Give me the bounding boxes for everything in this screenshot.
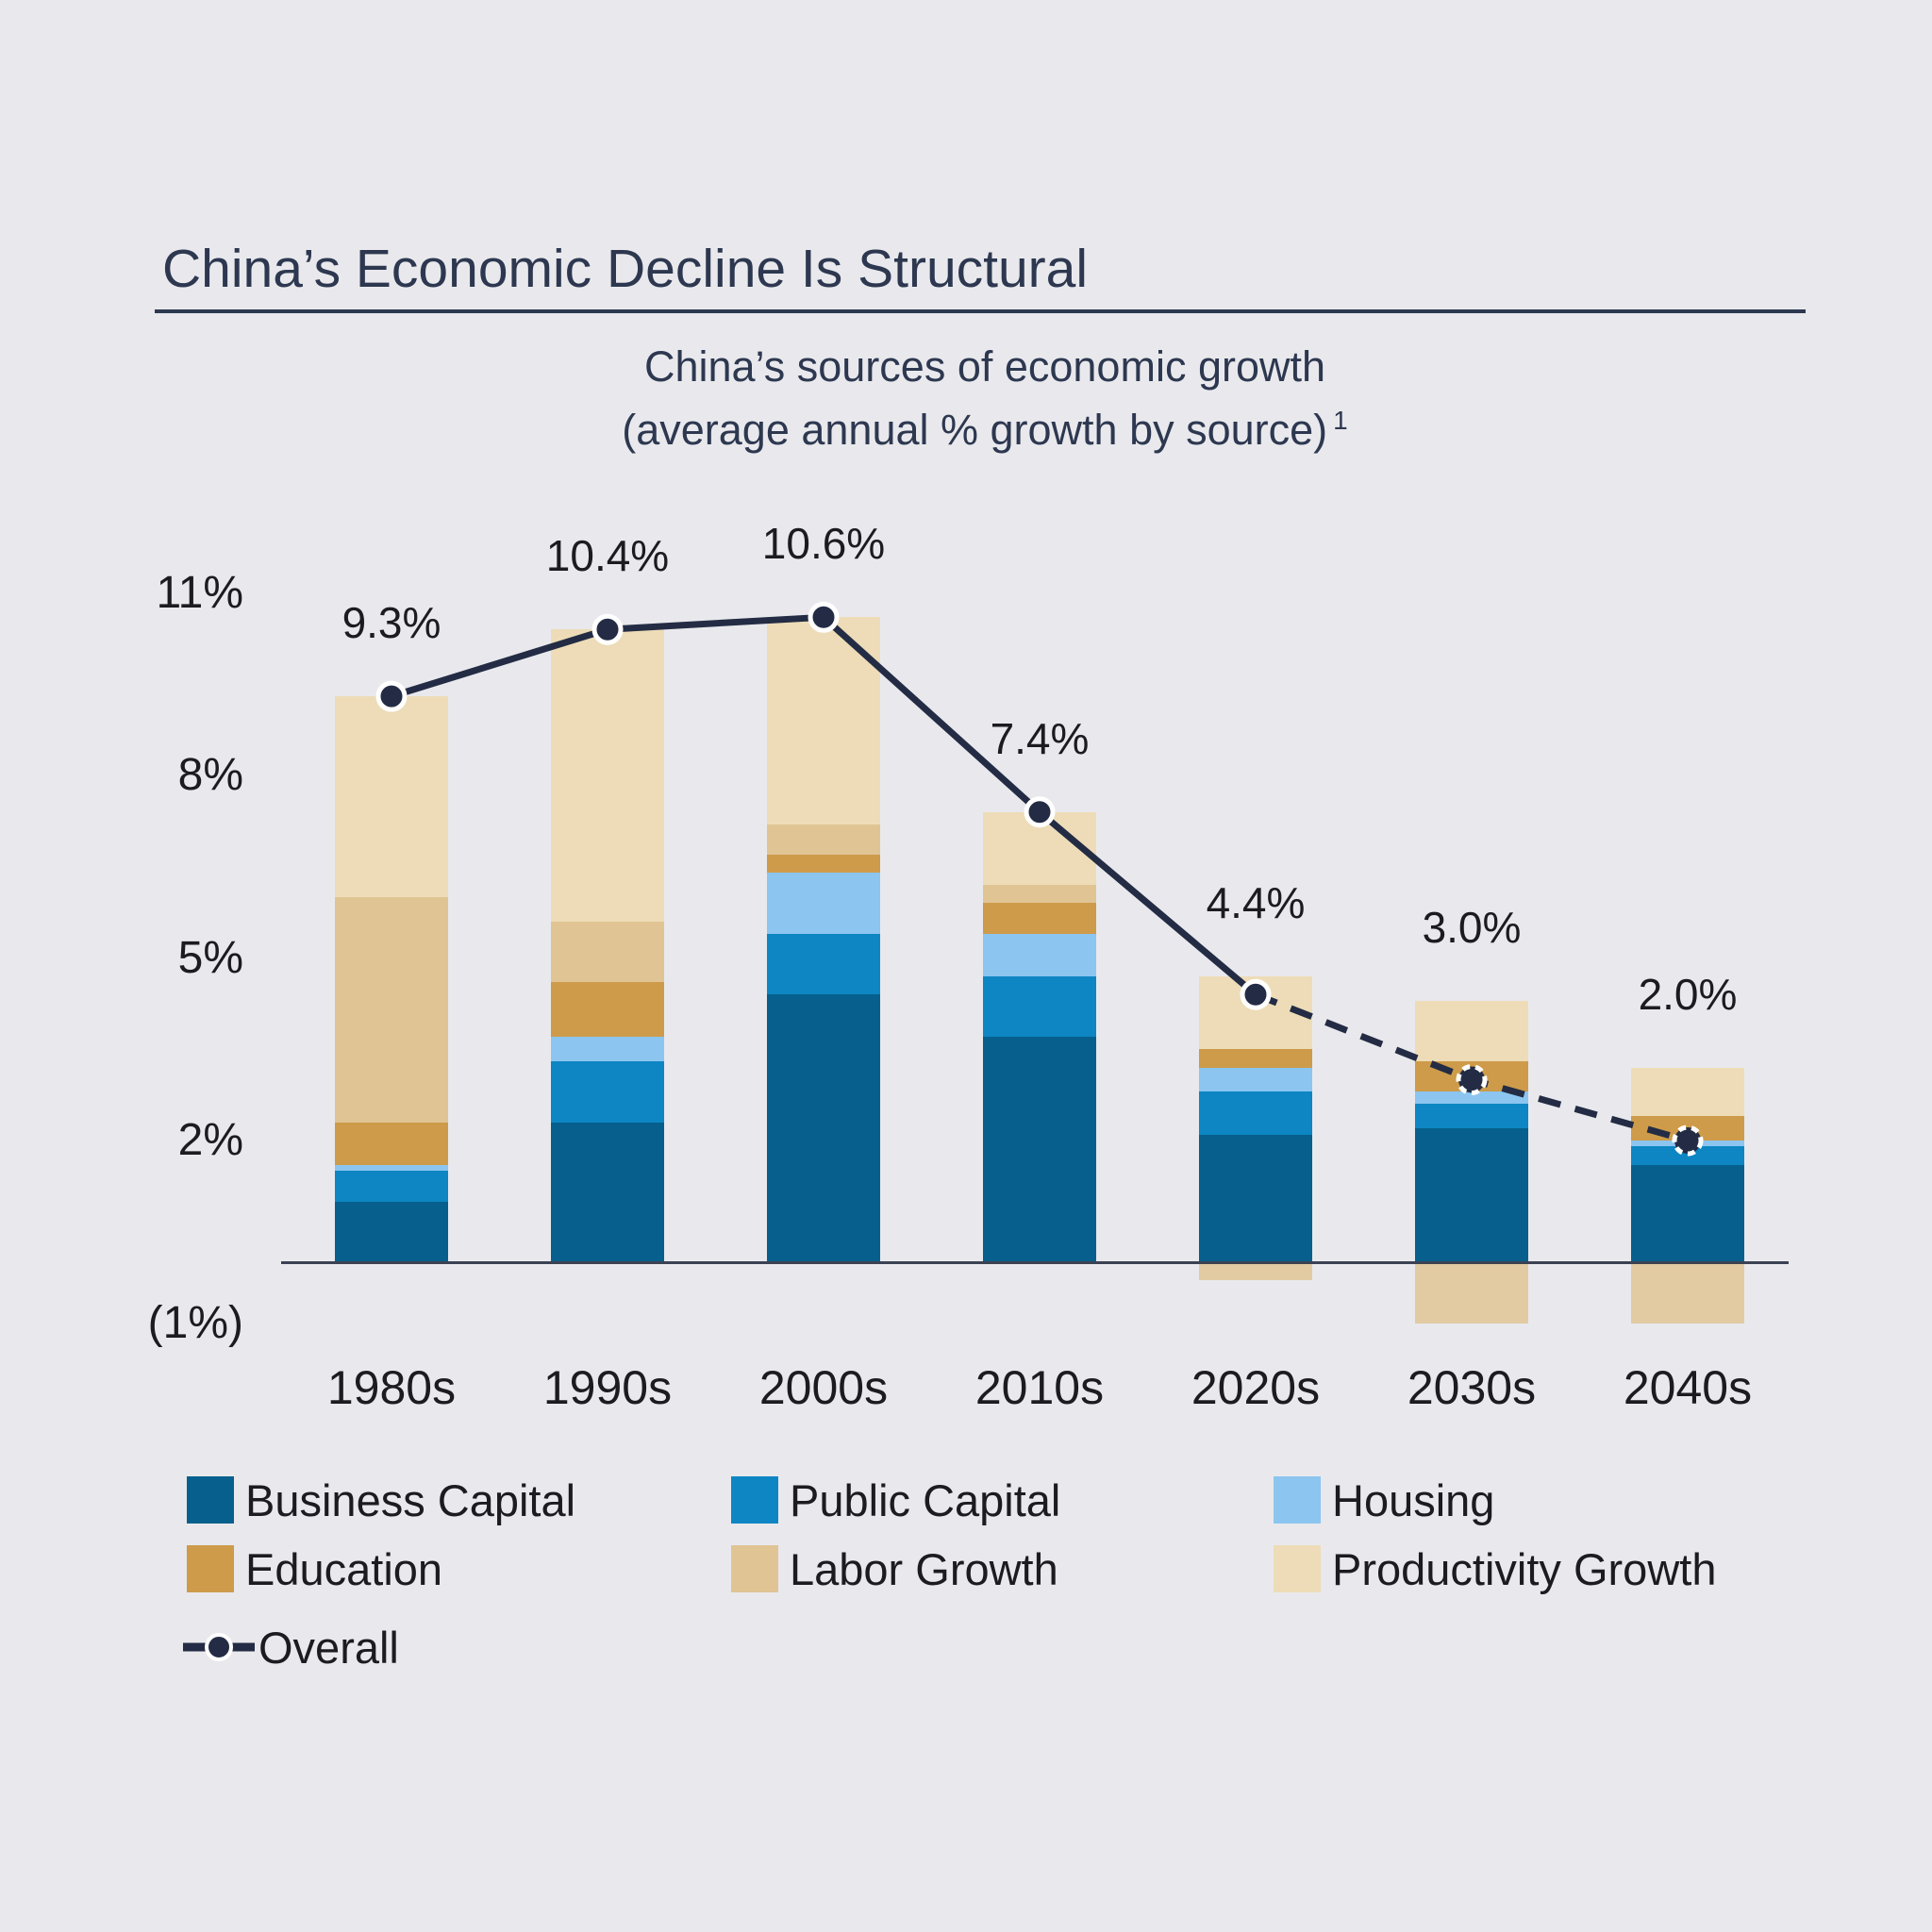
bar-segment-2030s-housing <box>1415 1091 1528 1105</box>
chart-subtitle: China’s sources of economic growth (aver… <box>419 340 1551 457</box>
page-title: China’s Economic Decline Is Structural <box>162 239 1089 299</box>
bar-segment-2000s-labor <box>767 824 880 855</box>
bar-segment-2030s-public <box>1415 1104 1528 1129</box>
x-axis-label-1990s: 1990s <box>542 1361 673 1414</box>
bar-segment-2010s-public <box>983 975 1096 1038</box>
chart-subtitle-line2: (average annual % growth by source) <box>622 406 1328 454</box>
bar-segment-2010s-housing <box>983 933 1096 976</box>
legend-swatch-public <box>731 1476 778 1524</box>
overall-value-label-2010s: 7.4% <box>990 713 1090 763</box>
legend-label-overall: Overall <box>258 1623 399 1673</box>
title-underline <box>155 309 1806 313</box>
y-axis-tick-label: 2% <box>177 1115 243 1165</box>
bar-segment-2000s-productivity <box>767 617 880 824</box>
baseline-axis <box>281 1261 1789 1264</box>
legend-label-labor-growth: Labor Growth <box>790 1544 1058 1594</box>
legend-line-sample <box>183 1633 255 1661</box>
legend-label-productivity-growth: Productivity Growth <box>1332 1544 1717 1594</box>
bar-segment-2040s-labor <box>1631 1262 1744 1324</box>
bar-segment-2020s-housing <box>1199 1067 1312 1092</box>
bar-segment-2020s-business <box>1199 1134 1312 1262</box>
bar-segment-2030s-business <box>1415 1128 1528 1262</box>
legend-label-business-capital: Business Capital <box>245 1475 576 1525</box>
x-axis-label-2040s: 2040s <box>1623 1361 1753 1414</box>
bar-segment-2020s-labor <box>1199 1262 1312 1281</box>
bar-segment-1980s-productivity <box>335 696 448 897</box>
bar-segment-1980s-housing <box>335 1164 448 1172</box>
x-axis-label-2010s: 2010s <box>974 1361 1105 1414</box>
chart-subtitle-line1: China’s sources of economic growth <box>643 342 1326 391</box>
bar-segment-2010s-labor <box>983 885 1096 904</box>
bar-segment-1980s-public <box>335 1171 448 1202</box>
x-axis-label-2020s: 2020s <box>1191 1361 1321 1414</box>
bar-segment-2010s-business <box>983 1037 1096 1262</box>
legend-label-public-capital: Public Capital <box>790 1475 1061 1525</box>
subtitle-footnote-ref: 1 <box>1333 406 1348 435</box>
overall-value-label-2040s: 2.0% <box>1638 969 1738 1019</box>
legend-label-education: Education <box>245 1544 443 1594</box>
bar-segment-2040s-education <box>1631 1116 1744 1141</box>
bar-segment-1990s-housing <box>551 1037 664 1062</box>
legend-marker-icon <box>205 1633 233 1661</box>
bar-segment-2000s-education <box>767 854 880 874</box>
legend-swatch-business <box>187 1476 234 1524</box>
bar-segment-2020s-productivity <box>1199 975 1312 1050</box>
bar-segment-1990s-business <box>551 1122 664 1262</box>
bar-segment-2040s-productivity <box>1631 1067 1744 1117</box>
bar-segment-1990s-labor <box>551 921 664 983</box>
x-axis-label-1980s: 1980s <box>326 1361 457 1414</box>
bar-segment-2010s-education <box>983 903 1096 934</box>
legend-label-housing: Housing <box>1332 1475 1495 1525</box>
bar-segment-2040s-public <box>1631 1146 1744 1165</box>
bar-segment-2030s-labor <box>1415 1262 1528 1324</box>
bar-segment-1990s-public <box>551 1061 664 1123</box>
y-axis-tick-label: 11% <box>156 567 243 618</box>
bar-segment-2040s-business <box>1631 1164 1744 1262</box>
bar-segment-1980s-labor <box>335 897 448 1123</box>
bar-segment-2040s-housing <box>1631 1141 1744 1147</box>
x-axis-label-2000s: 2000s <box>758 1361 889 1414</box>
bar-segment-2000s-housing <box>767 873 880 934</box>
legend-swatch-productivity <box>1274 1545 1321 1592</box>
bar-segment-2010s-productivity <box>983 811 1096 886</box>
legend-swatch-housing <box>1274 1476 1321 1524</box>
bar-segment-2030s-education <box>1415 1061 1528 1092</box>
overall-value-label-1980s: 9.3% <box>341 598 441 648</box>
y-axis-tick-label: (1%) <box>147 1297 243 1348</box>
bar-segment-1980s-education <box>335 1122 448 1165</box>
bar-segment-2020s-education <box>1199 1049 1312 1068</box>
legend-swatch-education <box>187 1545 234 1592</box>
bar-segment-1990s-productivity <box>551 629 664 922</box>
overall-value-label-2000s: 10.6% <box>761 519 886 569</box>
bar-segment-2020s-public <box>1199 1091 1312 1135</box>
bar-segment-2030s-productivity <box>1415 1000 1528 1062</box>
y-axis-tick-label: 8% <box>177 750 243 800</box>
bar-segment-2000s-public <box>767 933 880 995</box>
bar-segment-1990s-education <box>551 982 664 1038</box>
overall-value-label-2020s: 4.4% <box>1206 877 1306 927</box>
y-axis-tick-label: 5% <box>177 932 243 983</box>
x-axis-label-2030s: 2030s <box>1407 1361 1537 1414</box>
overall-value-label-2030s: 3.0% <box>1422 902 1522 952</box>
bar-segment-2000s-business <box>767 994 880 1262</box>
overall-value-label-1990s: 10.4% <box>545 531 670 581</box>
legend-swatch-labor <box>731 1545 778 1592</box>
bar-segment-1980s-business <box>335 1201 448 1262</box>
